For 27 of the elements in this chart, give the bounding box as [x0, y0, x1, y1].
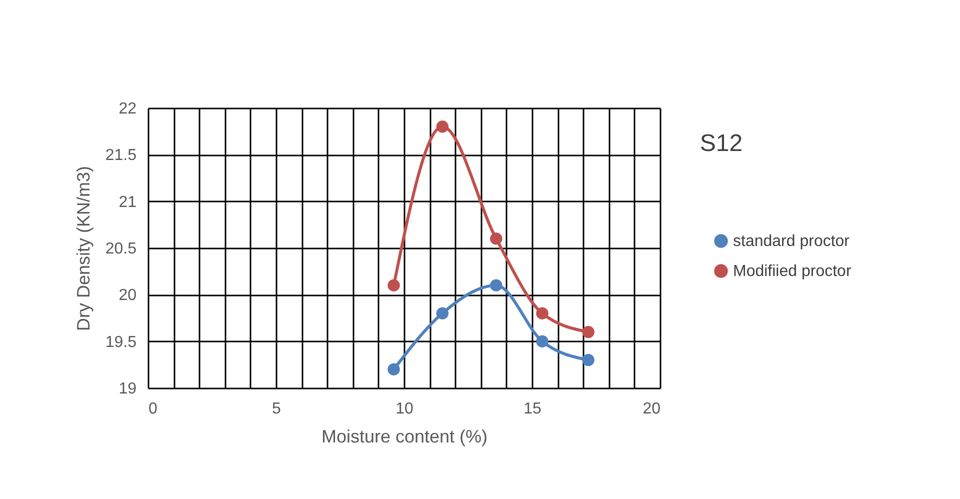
y-tick-label: 19.5 [105, 334, 137, 351]
x-tick-label: 0 [148, 400, 158, 418]
point [436, 120, 449, 133]
y-tick-label: 22 [118, 100, 137, 118]
point [388, 279, 400, 292]
y-tick-label: 21 [118, 194, 137, 211]
point [388, 363, 400, 376]
x-tick-label: 20 [642, 400, 661, 418]
point [490, 279, 502, 292]
x-tick-label: 10 [396, 400, 414, 418]
point [536, 307, 548, 320]
point [582, 354, 594, 366]
point [490, 232, 502, 245]
y-tick-label: 20.5 [105, 240, 137, 258]
y-tick-label: 20 [118, 287, 137, 304]
legend-label: standard proctor [733, 233, 850, 250]
y-axis-title: Dry Density (KN/m3) [73, 166, 94, 332]
y-tick-label: 19 [118, 380, 137, 398]
point [582, 326, 594, 338]
point [536, 335, 548, 348]
legend-label: Modifiied proctor [733, 263, 852, 280]
x-tick-label: 15 [524, 400, 542, 418]
point [436, 307, 449, 320]
x-axis-title: Moisture content (%) [321, 426, 488, 446]
text: S12 [700, 130, 743, 157]
x-tick-label: 5 [272, 400, 282, 418]
y-tick-label: 21.5 [105, 147, 137, 164]
